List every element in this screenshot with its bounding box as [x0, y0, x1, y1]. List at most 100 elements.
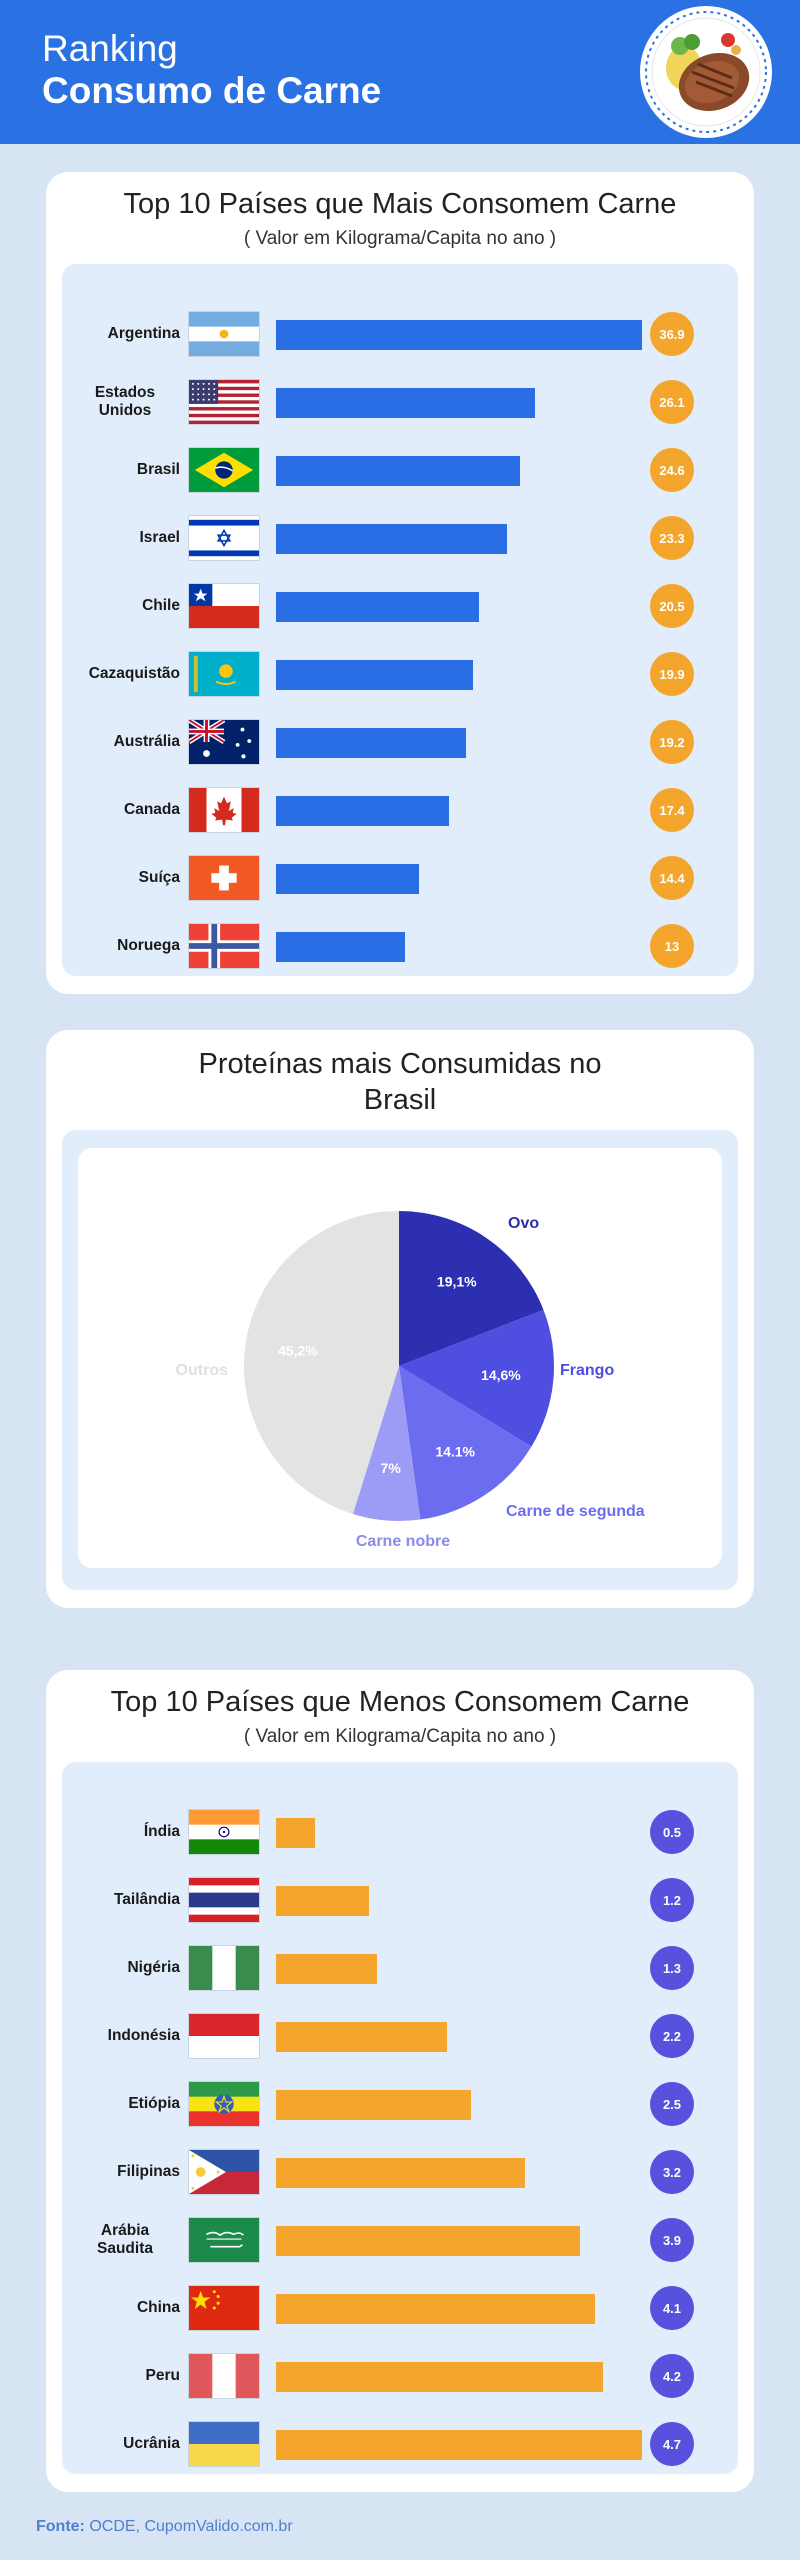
- top-bar: [276, 456, 520, 486]
- bottom-row: Ucrânia 4.7: [62, 2420, 738, 2468]
- top-row: Noruega 13: [62, 922, 738, 970]
- top-row: Estados Unidos 26.1: [62, 378, 738, 426]
- pie-slice-name: Carne nobre: [356, 1533, 450, 1550]
- top-country-label: Canada: [124, 801, 180, 818]
- bottom-bar: [276, 2158, 526, 2188]
- pie-panel: 19,1% Ovo 14,6% Frango 14.1% Carne de segunda…: [62, 1130, 738, 1590]
- top-row: Cazaquistão 19.9: [62, 650, 738, 698]
- bottom-value-badge: 1.3: [650, 1946, 694, 1990]
- top-bar-chart: Argentina 36.9 Estados Unidos 26.1 Brasil 24.…: [62, 264, 738, 976]
- bottom-country-label: Etiópia: [128, 2095, 180, 2112]
- bottom-country-label: Arábia Saudita: [97, 2222, 153, 2257]
- top-value-badge: 14.4: [650, 856, 694, 900]
- bottom-value-badge: 2.5: [650, 2082, 694, 2126]
- flag-sa-icon: [188, 2217, 260, 2263]
- flag-ph-icon: [188, 2149, 260, 2195]
- pie-chart-title: Proteínas mais Consumidas no Brasil: [198, 1048, 602, 1116]
- steak-plate-icon: [640, 6, 772, 138]
- bottom-bar: [276, 2362, 604, 2392]
- pie-chart: 19,1% Ovo 14,6% Frango 14.1% Carne de segunda…: [176, 1211, 645, 1550]
- flag-ua-icon: [188, 2421, 260, 2467]
- top-bar: [276, 660, 474, 690]
- bottom-bar: [276, 1886, 370, 1916]
- pie-slice: [352, 1366, 421, 1521]
- bottom-value-badge: 0.5: [650, 1810, 694, 1854]
- pie-percent-label: 45,2%: [278, 1343, 318, 1359]
- top-value-badge: 24.6: [650, 448, 694, 492]
- top-country-label: Chile: [142, 597, 180, 614]
- flag-cl-icon: [188, 583, 260, 629]
- bottom-row: Nigéria 1.3: [62, 1944, 738, 1992]
- flag-ca-icon: [188, 787, 260, 833]
- bottom-row: Etiópia 2.5: [62, 2080, 738, 2128]
- pie-slice-name: Outros: [176, 1362, 229, 1379]
- pie-area: 19,1% Ovo 14,6% Frango 14.1% Carne de segunda…: [78, 1148, 722, 1568]
- bottom-country-label: Ucrânia: [123, 2435, 180, 2452]
- bottom-row: Peru 4.2: [62, 2352, 738, 2400]
- bottom-row: Filipinas 3.2: [62, 2148, 738, 2196]
- bottom-bar: [276, 2294, 596, 2324]
- header-title: Consumo de Carne: [42, 70, 382, 111]
- top-value-badge: 13: [650, 924, 694, 968]
- bottom-bar: [276, 2090, 471, 2120]
- bottom-country-label: Peru: [145, 2367, 180, 2384]
- pie-slice-name: Ovo: [508, 1215, 539, 1232]
- top-bar: [276, 728, 467, 758]
- bottom-chart-title: Top 10 Países que Menos Consomem Carne: [110, 1686, 690, 1718]
- bottom-value-badge: 3.9: [650, 2218, 694, 2262]
- bottom-value-badge: 3.2: [650, 2150, 694, 2194]
- top-country-label: Argentina: [107, 325, 180, 342]
- top-value-badge: 19.9: [650, 652, 694, 696]
- top-row: Brasil 24.6: [62, 446, 738, 494]
- bottom-bar: [276, 2022, 448, 2052]
- bottom-row: Tailândia 1.2: [62, 1876, 738, 1924]
- top-row: Argentina 36.9: [62, 310, 738, 358]
- top-country-label: Brasil: [136, 461, 180, 478]
- pie-slice-name: Frango: [560, 1362, 614, 1379]
- top-row: Suíça 14.4: [62, 854, 738, 902]
- pie-slice: [399, 1309, 554, 1447]
- bottom-bar: [276, 2430, 642, 2460]
- top-consumers-card: Top 10 Países que Mais Consomem Carne ( …: [46, 172, 754, 994]
- bottom-row: China 4.1: [62, 2284, 738, 2332]
- pie-slice-name: Carne de segunda: [506, 1503, 645, 1520]
- bottom-bar-chart: Índia 0.5 Tailândia 1.2 Nigéria 1.3 Indonésia 2…: [62, 1762, 738, 2474]
- top-value-badge: 23.3: [650, 516, 694, 560]
- bottom-country-label: Nigéria: [127, 1959, 180, 1976]
- pie-percent-label: 14,6%: [481, 1367, 521, 1383]
- footer-label: Fonte:: [36, 2518, 85, 2535]
- top-chart-subtitle: ( Valor em Kilograma/Capita no ano ): [243, 228, 557, 249]
- footer: Fonte: OCDE, CupomValido.com.br: [36, 2518, 293, 2536]
- flag-et-icon: [188, 2081, 260, 2127]
- pie-slice: [244, 1211, 399, 1515]
- flag-cn-icon: [188, 2285, 260, 2331]
- protein-card: Proteínas mais Consumidas no Brasil 19,1…: [46, 1030, 754, 1608]
- bottom-chart-subtitle: ( Valor em Kilograma/Capita no ano ): [243, 1726, 557, 1747]
- bottom-row: Arábia Saudita 3.9: [62, 2216, 738, 2264]
- flag-id-icon: [188, 2013, 260, 2059]
- bottom-value-badge: 4.2: [650, 2354, 694, 2398]
- top-bar: [276, 932, 405, 962]
- top-bar: [276, 592, 480, 622]
- bottom-value-badge: 1.2: [650, 1878, 694, 1922]
- flag-ch-icon: [188, 855, 260, 901]
- top-bar: [276, 388, 535, 418]
- bottom-country-label: Tailândia: [113, 1891, 180, 1908]
- top-bar: [276, 320, 642, 350]
- top-value-badge: 19.2: [650, 720, 694, 764]
- pie-percent-label: 14.1%: [435, 1444, 475, 1460]
- flag-th-icon: [188, 1877, 260, 1923]
- flag-ng-icon: [188, 1945, 260, 1991]
- top-bar: [276, 864, 419, 894]
- bottom-country-label: Filipinas: [117, 2163, 180, 2180]
- flag-ar-icon: [188, 311, 260, 357]
- top-country-label: Suíça: [138, 869, 180, 886]
- flag-no-icon: [188, 923, 260, 969]
- top-row: Canada 17.4: [62, 786, 738, 834]
- top-row: Chile 20.5: [62, 582, 738, 630]
- bottom-bar: [276, 1818, 315, 1848]
- pie-percent-label: 19,1%: [437, 1274, 477, 1290]
- top-row: Israel 23.3: [62, 514, 738, 562]
- bottom-row: Indonésia 2.2: [62, 2012, 738, 2060]
- pie-slice: [399, 1366, 532, 1520]
